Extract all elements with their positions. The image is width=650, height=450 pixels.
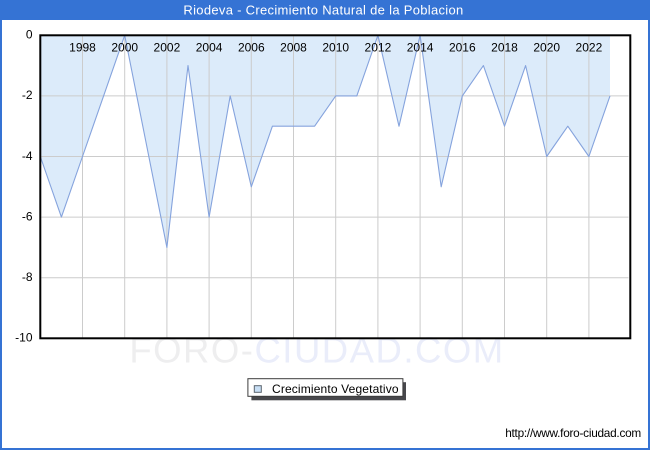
svg-text:-2: -2 (22, 88, 33, 102)
svg-text:-8: -8 (22, 270, 33, 284)
svg-text:1998: 1998 (69, 41, 96, 55)
svg-text:-6: -6 (22, 209, 33, 223)
svg-text:2012: 2012 (365, 41, 392, 55)
svg-text:Riodeva - Crecimiento Natural: Riodeva - Crecimiento Natural de la Pobl… (183, 3, 463, 18)
svg-text:FORO-CIUDAD.COM: FORO-CIUDAD.COM (129, 330, 504, 371)
svg-text:Crecimiento Vegetativo: Crecimiento Vegetativo (272, 382, 399, 396)
svg-text:2000: 2000 (111, 41, 138, 55)
svg-text:-4: -4 (22, 149, 33, 163)
svg-text:2016: 2016 (449, 41, 476, 55)
svg-text:2014: 2014 (407, 41, 434, 55)
svg-text:2020: 2020 (533, 41, 560, 55)
svg-text:2002: 2002 (154, 41, 181, 55)
svg-text:http://www.foro-ciudad.com: http://www.foro-ciudad.com (505, 426, 641, 440)
svg-text:2018: 2018 (491, 41, 518, 55)
svg-text:0: 0 (26, 28, 33, 42)
svg-text:2022: 2022 (576, 41, 603, 55)
svg-text:2008: 2008 (280, 41, 307, 55)
svg-text:2006: 2006 (238, 41, 265, 55)
svg-text:-10: -10 (15, 331, 33, 345)
svg-text:2010: 2010 (322, 41, 349, 55)
svg-text:2004: 2004 (196, 41, 223, 55)
